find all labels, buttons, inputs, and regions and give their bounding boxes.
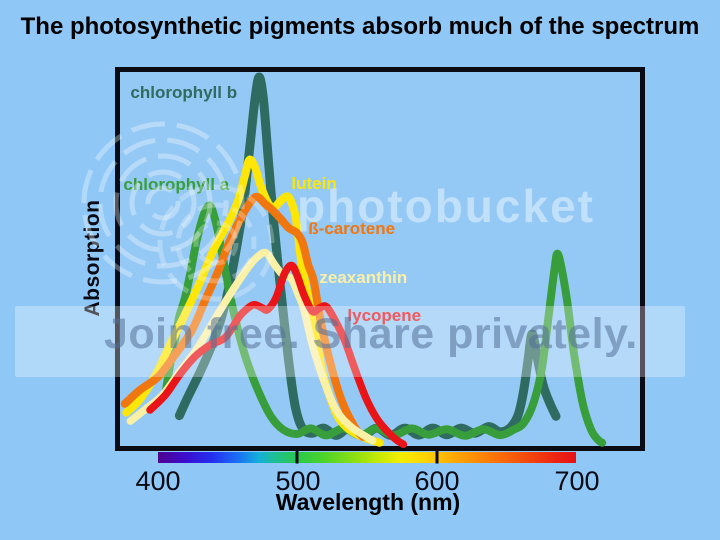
pigment-label-lycopene: lycopene — [347, 306, 422, 326]
logo-ring — [129, 169, 197, 237]
spectrum-color-bar — [158, 452, 576, 463]
x-tick-label-500: 500 — [275, 466, 321, 496]
pigment-label-chlorophyll-b: chlorophyll b — [130, 83, 238, 103]
pigment-label--carotene: ß-carotene — [308, 218, 396, 238]
x-tick-label-700: 700 — [554, 466, 600, 496]
logo-ring — [81, 121, 245, 285]
pigment-label-chlorophyll-a: chlorophyll a — [123, 174, 230, 194]
logo-ring — [193, 220, 239, 266]
logo-ring — [97, 137, 229, 269]
watermark-band — [15, 306, 685, 377]
curve-lycopene — [146, 261, 408, 449]
logo-ring — [113, 153, 213, 253]
watermark-brand-text: photobucket — [297, 180, 595, 232]
logo-ring — [157, 184, 275, 302]
logo-ring — [145, 185, 181, 221]
curve--carotene — [120, 192, 367, 441]
watermark-tagline-text: Join free. Share privately. — [104, 310, 638, 358]
logo-ring — [175, 202, 257, 284]
x-tick-label-600: 600 — [414, 466, 460, 496]
x-axis-label: Wavelength (nm) — [275, 489, 461, 515]
x-axis-tick-500 — [295, 451, 299, 464]
chart-title: The photosynthetic pigments absorb much … — [20, 13, 700, 40]
x-axis-tick-600 — [435, 451, 439, 464]
pigment-label-zeaxanthin: zeaxanthin — [319, 267, 408, 287]
pigment-label-lutein: lutein — [291, 174, 337, 194]
x-tick-label-400: 400 — [135, 466, 181, 496]
